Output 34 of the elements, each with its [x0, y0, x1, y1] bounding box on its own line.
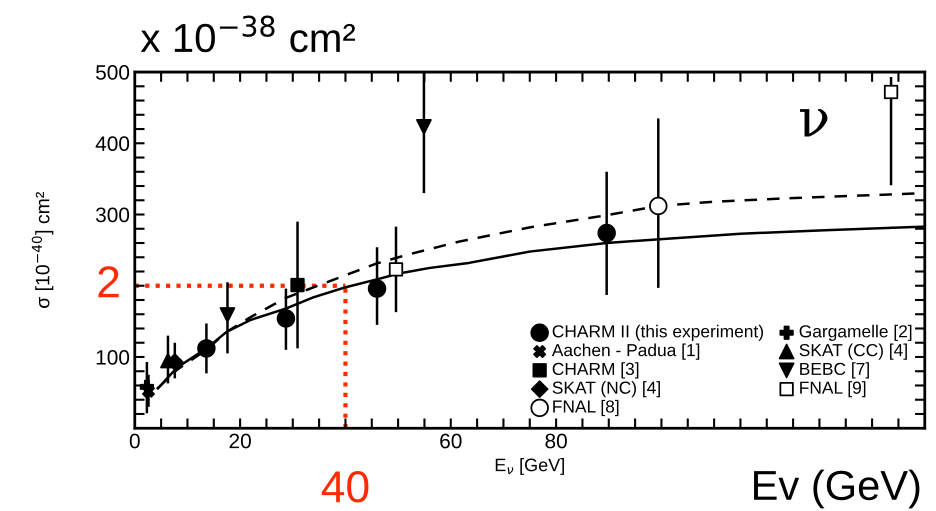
legend-label: BEBC [7]	[800, 362, 869, 378]
chart-title: x 10$^{−38}$ cm²	[140, 16, 356, 52]
y-tick-label: 500	[96, 65, 130, 80]
x-tick-label: 0	[130, 434, 140, 448]
point	[597, 224, 616, 242]
point	[884, 84, 898, 100]
point	[388, 262, 404, 277]
point	[276, 309, 296, 328]
legend-label: FNAL [8]	[553, 400, 618, 416]
legend-label: Gargamelle [2]	[800, 324, 912, 341]
legend-label: FNAL [9]	[800, 381, 866, 398]
point	[197, 339, 216, 358]
y-tick-label: 100	[96, 350, 130, 365]
y-axis-title: σ [10$^{−40}$] cm²	[32, 192, 54, 308]
legend-label: CHARM II (this experiment)	[552, 324, 763, 341]
x-tick-label: 60	[440, 434, 462, 448]
ref-line-label: 40	[322, 471, 368, 503]
point	[649, 196, 668, 216]
legend-label: SKAT (NC) [4]	[552, 381, 660, 398]
annotation: 2	[98, 266, 119, 298]
y-tick-label: 400	[96, 136, 130, 152]
point	[290, 278, 305, 292]
legend-label: SKAT (CC) [4]	[800, 344, 907, 360]
point	[220, 307, 236, 323]
text: Ev (GeV)	[754, 470, 920, 508]
legend-label: CHARM [3]	[552, 362, 638, 378]
annotation: ν	[800, 109, 828, 136]
x-tick-label: 80	[545, 434, 567, 448]
point	[368, 279, 386, 298]
legend-label: Aachen - Padua [1]	[552, 344, 700, 360]
x-axis-title: E$_{ν}$ [GeV]	[496, 458, 564, 475]
x-tick-label: 20	[230, 434, 251, 448]
y-tick-label: 300	[96, 208, 130, 222]
point	[416, 119, 432, 135]
